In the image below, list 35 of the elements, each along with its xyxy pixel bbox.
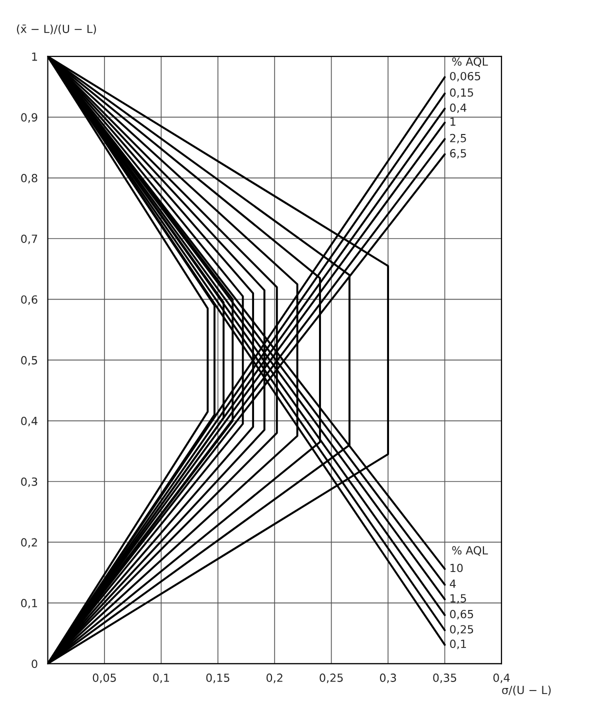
annotation: % AQL: [452, 546, 488, 556]
series-label: 2,5: [450, 134, 466, 144]
series-label: 0,4: [450, 104, 466, 114]
y-axis-title: (x̄ − L)/(U − L): [16, 24, 96, 34]
y-tick-label: 0,9: [21, 113, 38, 123]
y-tick-label: 0,5: [21, 356, 38, 366]
annotation: % AQL: [452, 57, 488, 68]
series-label: 0,25: [450, 625, 474, 635]
x-tick-label: 0,4: [493, 674, 510, 684]
series-label: 4: [450, 580, 456, 588]
series-label: 0,065: [450, 72, 480, 82]
y-tick-label: 0,1: [21, 598, 38, 608]
series-label: 0,15: [450, 88, 474, 98]
x-tick-label: 0,3: [380, 674, 396, 684]
x-tick-label: 0,05: [92, 674, 116, 684]
series-label: 1,5: [450, 594, 466, 604]
y-tick-label: 0,4: [21, 416, 38, 426]
series-label: 0,65: [450, 610, 474, 620]
x-axis-title: σ/(U − L): [502, 686, 551, 696]
y-tick-label: 0,7: [21, 234, 38, 244]
x-tick-label: 0,35: [433, 674, 456, 684]
y-tick-label: 0,8: [21, 174, 38, 184]
y-tick-label: 0,3: [21, 477, 38, 488]
series-label: 1: [450, 118, 456, 126]
x-tick-label: 0,15: [206, 674, 230, 684]
y-tick-label: 0,6: [21, 295, 38, 305]
y-tick-label: 0: [32, 660, 38, 668]
series-label: 0,1: [450, 640, 466, 650]
series-label: 10: [450, 564, 463, 572]
x-tick-label: 0,25: [320, 674, 343, 684]
y-tick-label: 0,2: [21, 538, 37, 548]
series-label: 6,5: [450, 149, 466, 159]
x-tick-label: 0,2: [266, 674, 282, 684]
x-tick-label: 0,1: [153, 674, 169, 684]
y-tick-label: 1: [32, 52, 38, 61]
